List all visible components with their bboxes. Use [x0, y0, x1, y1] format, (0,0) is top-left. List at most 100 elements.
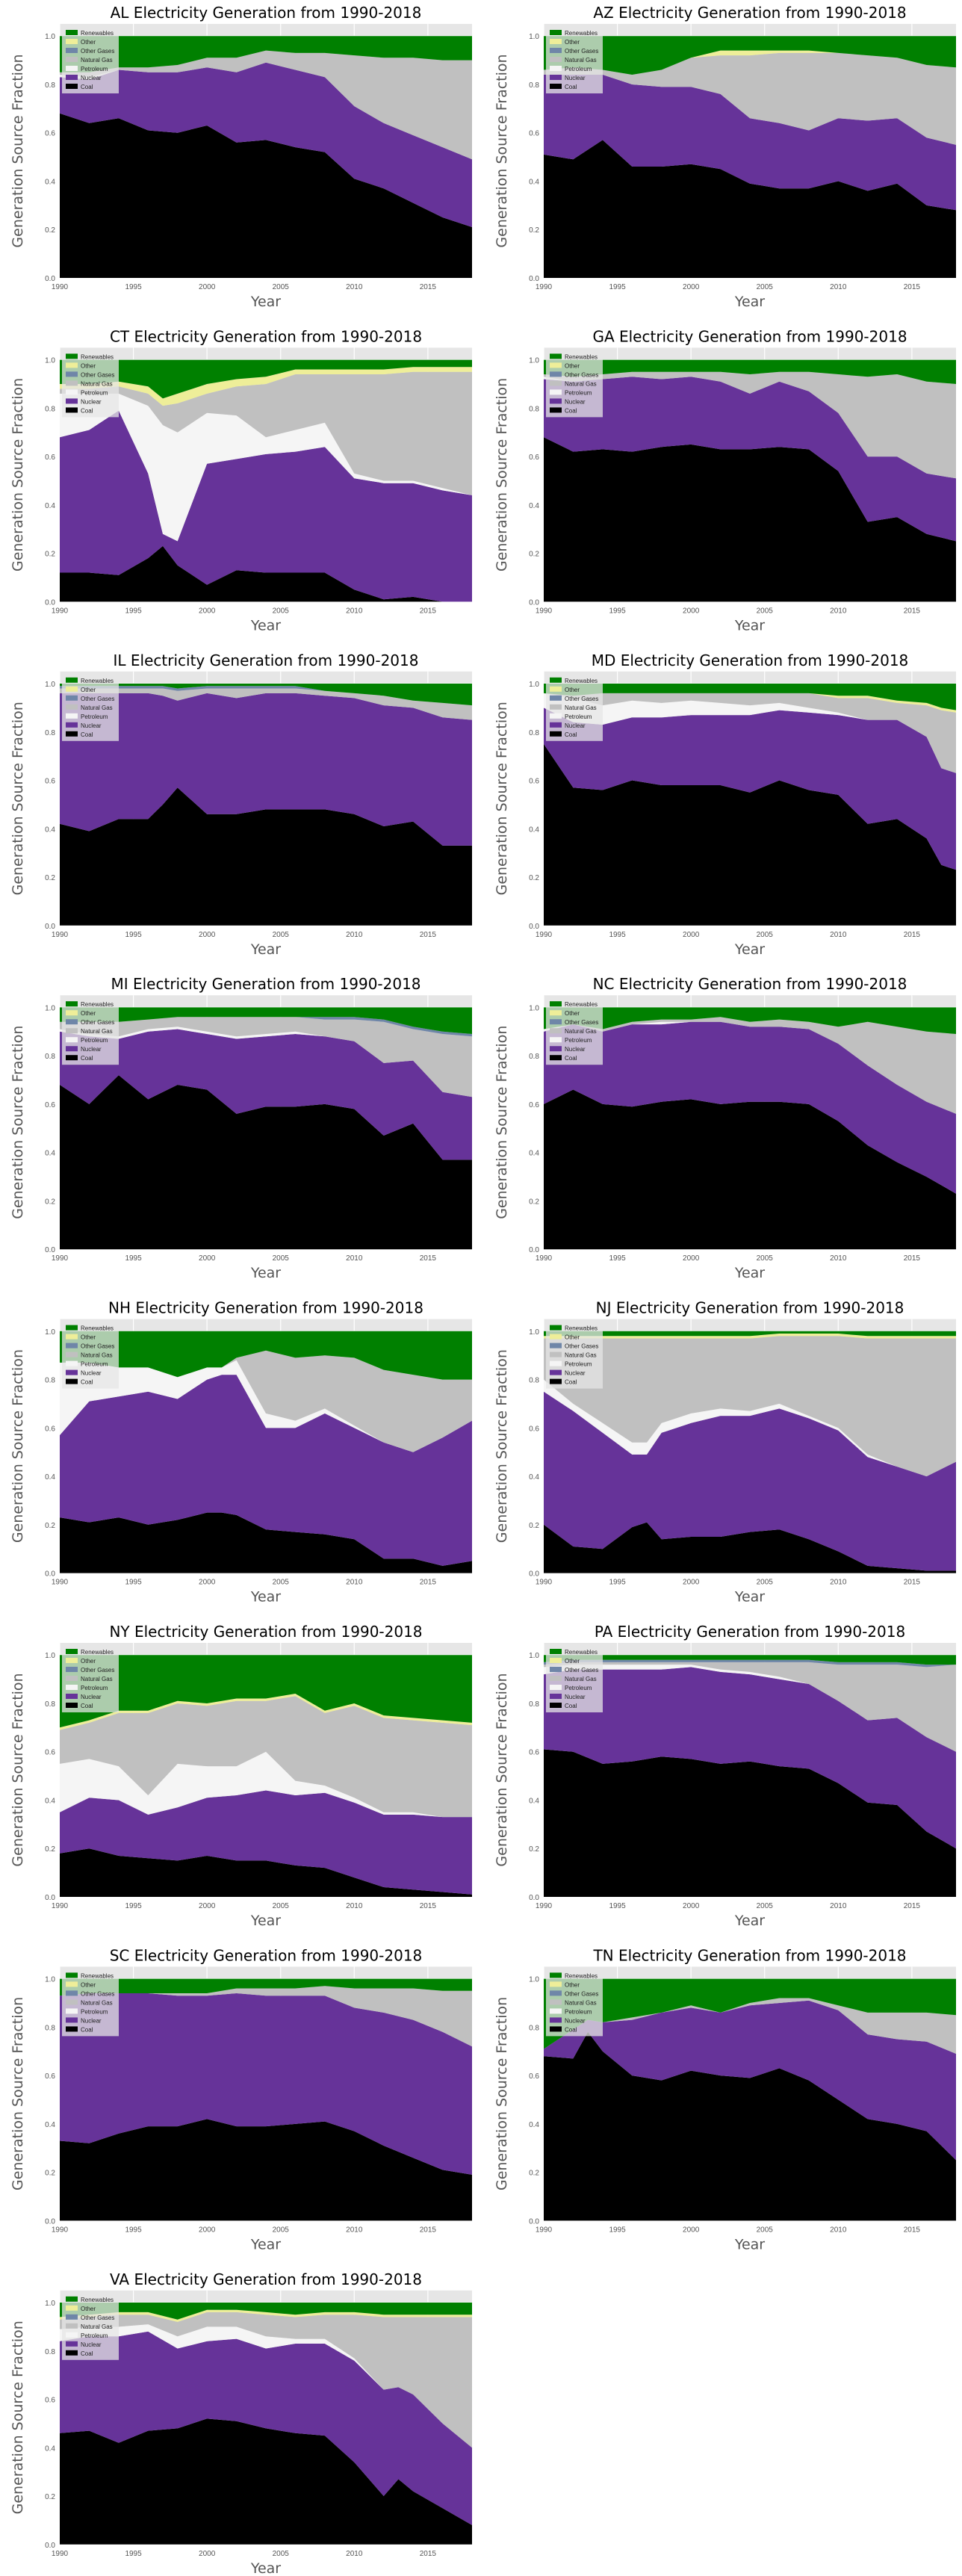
legend-label: Coal: [565, 407, 577, 414]
chart-title: MI Electricity Generation from 1990-2018: [111, 975, 421, 993]
x-tick-label: 2015: [904, 607, 921, 615]
x-tick-label: 2010: [830, 1254, 847, 1263]
chart-panel: 0.0 0.2 0.4 0.6 0.8 1.0 1990 1995 2000 2005 2010 20…: [10, 651, 472, 958]
y-axis-label: Generation Source Fraction: [494, 1997, 510, 2190]
area-renewables: [544, 1007, 956, 1034]
legend-swatch-other: [66, 39, 78, 44]
legend-swatch-petroleum: [550, 713, 562, 719]
chart-title: PA Electricity Generation from 1990-2018: [595, 1623, 905, 1641]
x-tick-label: 2005: [273, 283, 290, 291]
legend-swatch-natural-gas: [550, 1676, 562, 1681]
legend-label: Renewables: [81, 1972, 114, 1979]
legend-label: Nuclear: [565, 75, 586, 81]
y-tick-label: 1.0: [45, 33, 55, 41]
legend-label: Renewables: [565, 30, 598, 37]
area-nuclear: [544, 1391, 956, 1571]
legend-label: Natural Gas: [565, 380, 597, 387]
legend-swatch-natural-gas: [66, 2323, 78, 2329]
legend-label: Renewables: [81, 30, 114, 37]
series-areas: [544, 359, 956, 602]
legend-label: Natural Gas: [81, 1352, 113, 1359]
legend-swatch-petroleum: [550, 2008, 562, 2014]
legend-label: Petroleum: [81, 389, 108, 396]
legend-label: Petroleum: [81, 66, 108, 72]
y-tick-label: 0.2: [529, 1522, 539, 1530]
legend-label: Natural Gas: [565, 1999, 597, 2006]
y-axis-label: Generation Source Fraction: [10, 702, 26, 895]
x-tick-label: 2005: [757, 1902, 774, 1910]
legend-label: Natural Gas: [81, 2323, 113, 2330]
legend-swatch-coal: [66, 1378, 78, 1384]
legend-swatch-nuclear: [550, 1694, 562, 1699]
legend-label: Other: [565, 1010, 580, 1017]
legend-swatch-other: [550, 362, 562, 368]
legend-swatch-coal: [550, 2026, 562, 2032]
x-axis-label: Year: [734, 294, 765, 310]
y-tick-label: 0.6: [529, 778, 539, 786]
legend-label: Other Gases: [565, 696, 598, 702]
chart-panel: 0.0 0.2 0.4 0.6 0.8 1.0 1990 1995 2000 2005 2010 20…: [10, 975, 472, 1281]
series-areas: [544, 36, 956, 278]
x-axis-label: Year: [250, 294, 281, 310]
legend-swatch-natural-gas: [66, 1999, 78, 2005]
x-tick-label: 2010: [346, 2226, 363, 2234]
y-tick-label: 1.0: [45, 357, 55, 365]
area-other: [60, 2309, 472, 2322]
x-tick-label: 1995: [125, 1579, 142, 1587]
legend-label: Petroleum: [81, 713, 108, 720]
series-areas: [60, 1655, 472, 1897]
legend-swatch-nuclear: [66, 1369, 78, 1375]
chart-panel: 0.0 0.2 0.4 0.6 0.8 1.0 1990 1995 2000 2005 2010 20…: [10, 1946, 472, 2253]
legend-label: Renewables: [81, 2297, 114, 2303]
y-axis-label: Generation Source Fraction: [494, 1673, 510, 1866]
y-tick-label: 0.8: [529, 1377, 539, 1385]
x-tick-label: 1990: [52, 607, 69, 615]
legend-swatch-other: [550, 1658, 562, 1663]
area-coal: [60, 2119, 472, 2221]
legend-swatch-petroleum: [550, 1037, 562, 1043]
x-tick-label: 1990: [536, 1902, 553, 1910]
area-coal: [544, 1749, 956, 1897]
legend-label: Renewables: [565, 678, 598, 684]
legend-swatch-other: [66, 1010, 78, 1016]
area-petroleum: [60, 1751, 472, 1818]
legend-label: Petroleum: [81, 1361, 108, 1368]
y-tick-label: 0.6: [529, 130, 539, 138]
x-tick-label: 1995: [125, 283, 142, 291]
y-tick-label: 0.6: [45, 778, 55, 786]
legend-label: Nuclear: [565, 722, 586, 729]
y-tick-label: 0.8: [529, 405, 539, 413]
legend-swatch-other-gases: [66, 1019, 78, 1025]
area-nuclear: [544, 1021, 956, 1194]
x-axis-label: Year: [250, 617, 281, 634]
legend-swatch-natural-gas: [66, 57, 78, 62]
y-tick-label: 0.8: [529, 81, 539, 90]
legend-label: Nuclear: [81, 398, 102, 405]
legend-label: Natural Gas: [565, 1352, 597, 1359]
legend-swatch-coal: [66, 1055, 78, 1061]
legend-label: Renewables: [565, 1649, 598, 1656]
x-tick-label: 1995: [125, 931, 142, 939]
x-axis-label: Year: [250, 941, 281, 958]
legend-label: Nuclear: [81, 1046, 102, 1053]
area-renewables: [60, 684, 472, 706]
area-renewables: [60, 1978, 472, 1996]
x-tick-label: 2000: [683, 1902, 700, 1910]
legend-label: Nuclear: [565, 1370, 586, 1377]
x-tick-label: 2000: [199, 1902, 216, 1910]
chart-title: VA Electricity Generation from 1990-2018: [110, 2270, 422, 2288]
x-tick-label: 2015: [904, 1579, 921, 1587]
y-tick-label: 1.0: [45, 1328, 55, 1337]
chart-title: NH Electricity Generation from 1990-2018: [108, 1299, 423, 1317]
area-renewables: [544, 684, 956, 710]
legend-swatch-petroleum: [66, 389, 78, 395]
y-tick-label: 0.0: [529, 1894, 539, 1902]
area-natural-gas: [544, 1662, 956, 1752]
legend-swatch-petroleum: [550, 389, 562, 395]
y-tick-label: 0.2: [529, 1845, 539, 1854]
area-other: [544, 50, 956, 75]
legend-swatch-nuclear: [550, 398, 562, 404]
legend-label: Nuclear: [81, 1694, 102, 1700]
x-axis-label: Year: [734, 1913, 765, 1929]
legend-label: Other: [565, 362, 580, 369]
